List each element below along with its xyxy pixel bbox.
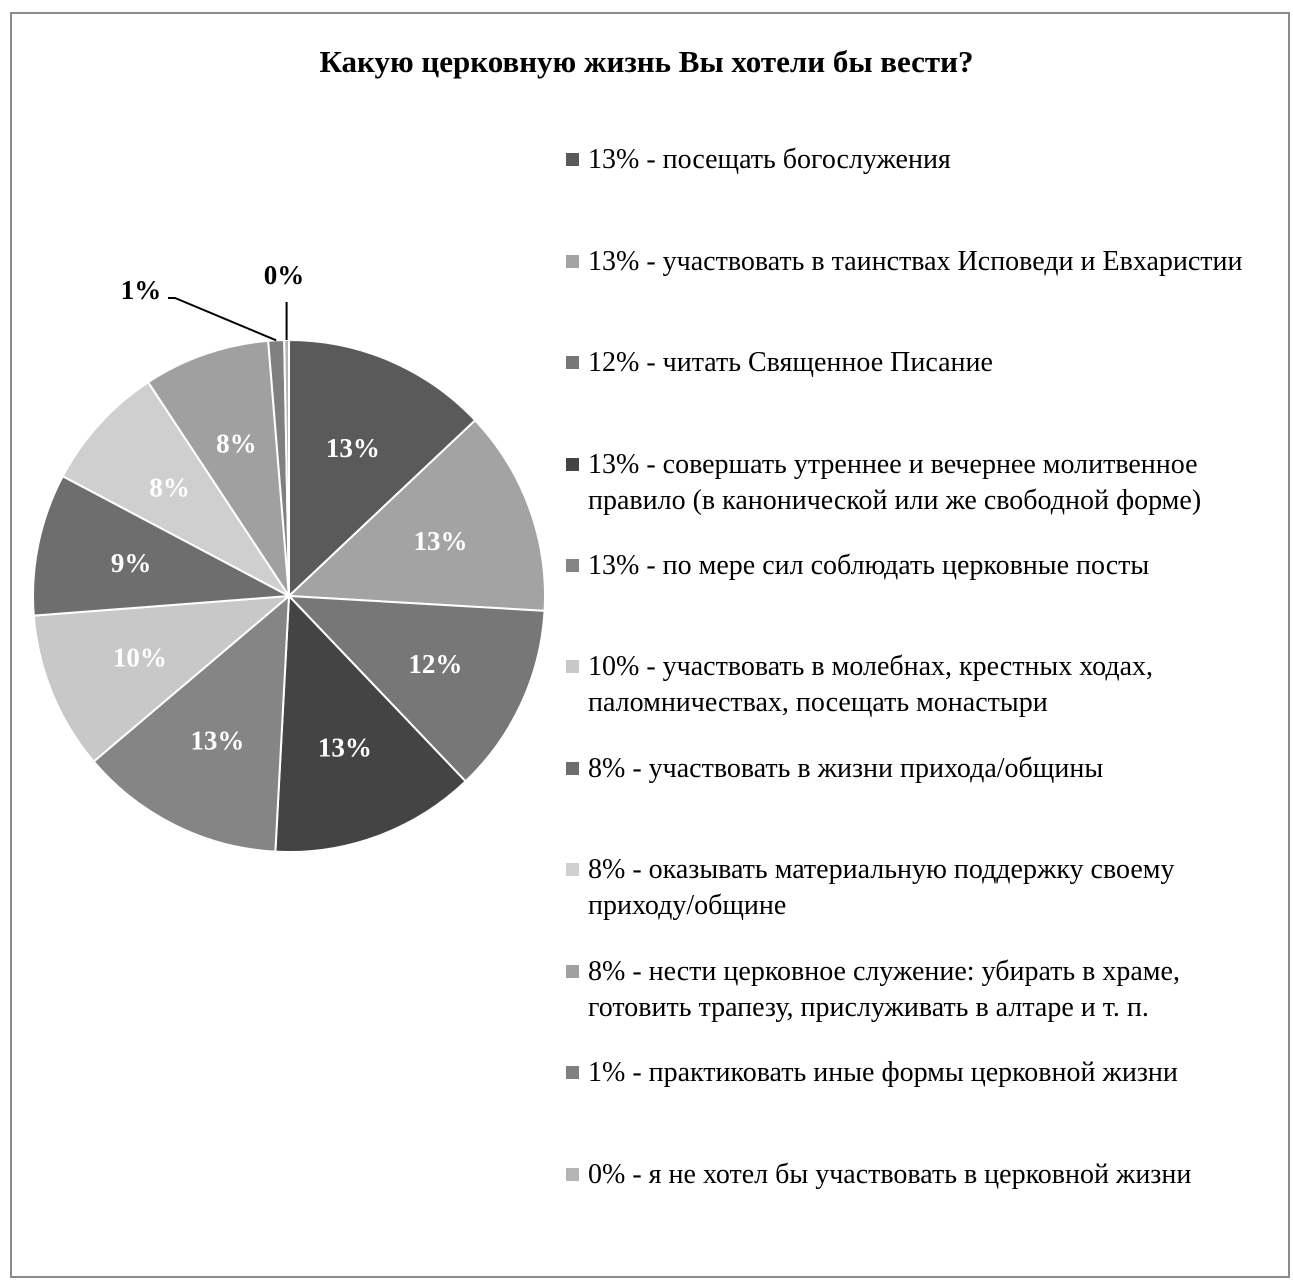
legend-item-7: 8% - участвовать в жизни прихода/общины xyxy=(566,751,1246,787)
pie-slice-4 xyxy=(274,593,467,853)
legend-swatch-3 xyxy=(566,356,579,369)
legend-item-3: 12% - читать Священное Писание xyxy=(566,345,1246,381)
pie-slice-3 xyxy=(286,594,546,783)
legend-label-9: 8% - нести церковное служение: убирать в… xyxy=(588,956,1180,1023)
legend-item-4: 13% - совершать утреннее и вечернее моли… xyxy=(566,447,1246,519)
legend-swatch-9 xyxy=(566,965,579,978)
legend-item-6: 10% - участвовать в молебнах, крестных х… xyxy=(566,649,1246,721)
slice-label-8: 8% xyxy=(149,473,190,503)
legend-item-11: 0% - я не хотел бы участвовать в церковн… xyxy=(566,1157,1246,1193)
legend-label-3: 12% - читать Священное Писание xyxy=(588,347,993,378)
legend-label-4: 13% - совершать утреннее и вечернее моли… xyxy=(588,449,1202,516)
legend-item-9: 8% - нести церковное служение: убирать в… xyxy=(566,954,1246,1026)
slice-label-7: 9% xyxy=(111,548,152,578)
legend-label-10: 1% - практиковать иные формы церковной ж… xyxy=(588,1057,1178,1088)
slice-label-5: 13% xyxy=(190,725,244,755)
legend-swatch-2 xyxy=(566,255,579,268)
slice-label-1: 13% xyxy=(326,433,380,463)
legend-label-6: 10% - участвовать в молебнах, крестных х… xyxy=(588,651,1154,718)
slice-label-2: 13% xyxy=(414,526,468,556)
legend-item-10: 1% - практиковать иные формы церковной ж… xyxy=(566,1055,1246,1091)
legend-swatch-5 xyxy=(566,559,579,572)
legend-label-11: 0% - я не хотел бы участвовать в церковн… xyxy=(588,1159,1192,1190)
legend-swatch-1 xyxy=(566,153,579,166)
slice-label-4: 13% xyxy=(318,732,372,762)
pie-slices xyxy=(32,338,546,853)
slice-label-3: 12% xyxy=(408,649,462,679)
chart-title: Какую церковную жизнь Вы хотели бы вести… xyxy=(319,44,974,79)
pie-slice-8 xyxy=(61,380,290,597)
pie-slice-9 xyxy=(146,339,290,597)
pie-slice-6 xyxy=(32,594,293,763)
legend-item-5: 13% - по мере сил соблюдать церковные по… xyxy=(566,548,1246,584)
slice-label-10: 1% xyxy=(121,275,162,305)
pie-slice-5 xyxy=(92,593,291,853)
slice-label-6: 10% xyxy=(113,642,167,672)
pie-slice-2 xyxy=(286,418,546,612)
pie-slice-7 xyxy=(32,474,293,617)
legend-label-2: 13% - участвовать в таинствах Исповеди и… xyxy=(588,246,1243,277)
legend-item-1: 13% - посещать богослужения xyxy=(566,142,1246,178)
legend-swatch-6 xyxy=(566,660,579,673)
pie-labels: 13% 13% 12% 13% 13% 10% 9% 8% 8% 1% 0% xyxy=(111,260,468,762)
legend-swatch-8 xyxy=(566,863,579,876)
leader-line-10 xyxy=(168,297,277,342)
legend-swatch-11 xyxy=(566,1168,579,1181)
legend-swatch-10 xyxy=(566,1066,579,1079)
legend-label-8: 8% - оказывать материальную поддержку св… xyxy=(588,854,1175,921)
legend-label-7: 8% - участвовать в жизни прихода/общины xyxy=(588,753,1104,784)
legend-label-1: 13% - посещать богослужения xyxy=(588,144,951,175)
slice-label-11: 0% xyxy=(264,260,305,290)
legend-swatch-7 xyxy=(566,762,579,775)
slice-label-9: 8% xyxy=(216,429,257,459)
legend-item-8: 8% - оказывать материальную поддержку св… xyxy=(566,852,1246,924)
legend-item-2: 13% - участвовать в таинствах Исповеди и… xyxy=(566,244,1246,280)
legend-swatch-4 xyxy=(566,458,579,471)
pie-slice-1 xyxy=(288,338,477,599)
legend-label-5: 13% - по мере сил соблюдать церковные по… xyxy=(588,550,1150,581)
